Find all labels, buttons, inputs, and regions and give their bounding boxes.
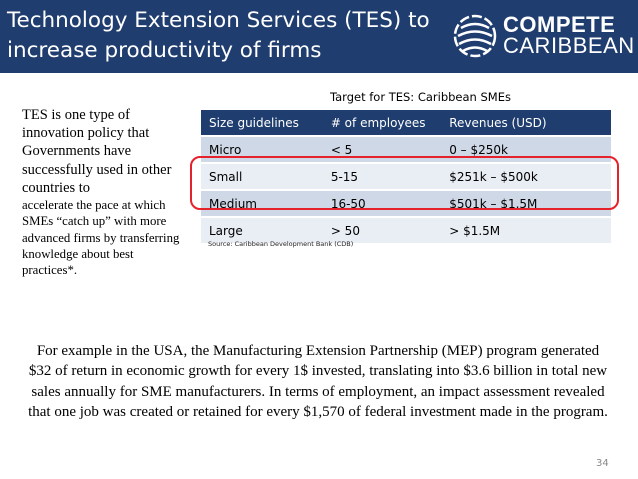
cell-size: Large: [201, 217, 323, 245]
cell-employees: 16-50: [322, 190, 442, 218]
sidebar-text: TES is one type of innovation policy tha…: [22, 106, 182, 279]
slide-title: Technology Extension Services (TES) to i…: [7, 8, 430, 63]
cell-revenues: 0 – $250k: [441, 136, 611, 164]
header-employees: # of employees: [322, 110, 442, 137]
sidebar-text-part2: accelerate the pace at which SMEs “catch…: [22, 198, 180, 278]
cell-revenues: $501k – $1.5M: [441, 190, 611, 218]
highlight-outline: [190, 156, 619, 210]
cell-employees: 5-15: [322, 163, 442, 191]
source-note: Source: Caribbean Development Bank (CDB): [208, 240, 354, 248]
mep-example-paragraph: For example in the USA, the Manufacturin…: [28, 343, 608, 421]
cell-revenues: > $1.5M: [441, 217, 611, 245]
header-revenues: Revenues (USD): [441, 110, 611, 137]
globe-icon: [453, 14, 497, 58]
sidebar-text-part1: TES is one type of innovation policy tha…: [22, 107, 172, 196]
cell-size: Micro: [201, 136, 323, 164]
cell-size: Small: [201, 163, 323, 191]
logo-text-caribbean: CARIBBEAN: [503, 33, 635, 58]
cell-revenues: $251k – $500k: [441, 163, 611, 191]
sme-target-table: Size guidelines # of employees Revenues …: [201, 110, 611, 245]
table-row: Large > 50 > $1.5M: [201, 217, 611, 245]
page-number: 34: [596, 458, 609, 469]
cell-employees: < 5: [322, 136, 442, 164]
table-title: Target for TES: Caribbean SMEs: [330, 90, 511, 104]
title-bar: Technology Extension Services (TES) to i…: [0, 0, 638, 73]
table-row: Micro < 5 0 – $250k: [201, 136, 611, 164]
table-row: Small 5-15 $251k – $500k: [201, 163, 611, 191]
table-row: Medium 16-50 $501k – $1.5M: [201, 190, 611, 218]
table-header-row: Size guidelines # of employees Revenues …: [201, 110, 611, 137]
cell-employees: > 50: [322, 217, 442, 245]
header-size: Size guidelines: [201, 110, 323, 137]
cell-size: Medium: [201, 190, 323, 218]
logo-text-compete: COMPETE: [503, 12, 616, 37]
compete-caribbean-logo: COMPETE CARIBBEAN: [453, 12, 635, 60]
